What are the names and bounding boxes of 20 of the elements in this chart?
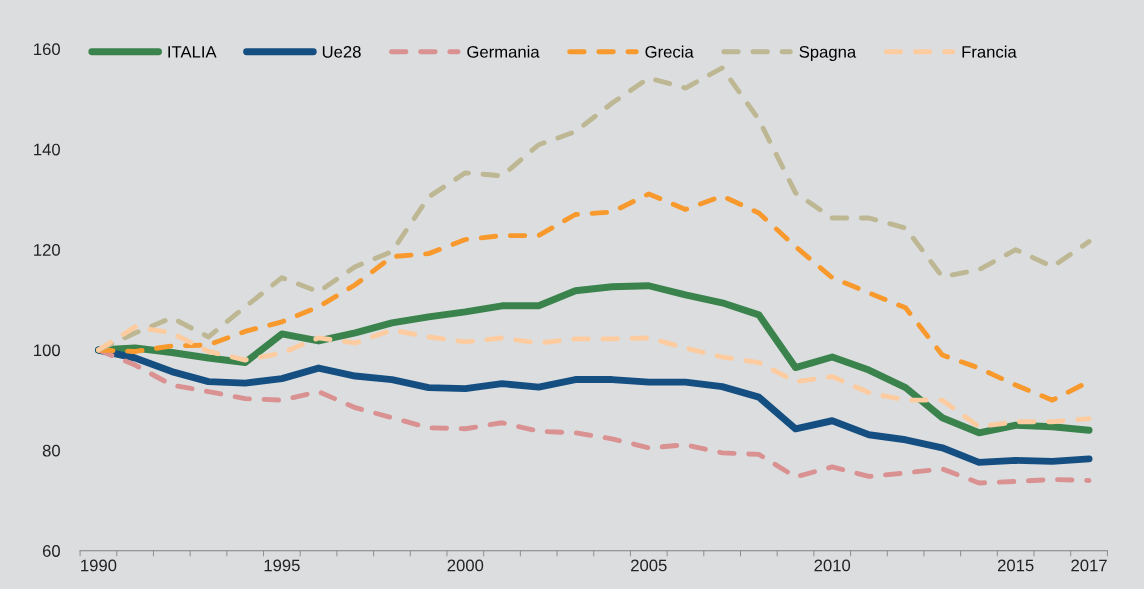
- legend-label: Francia: [962, 45, 1017, 58]
- legend-label: Spagna: [799, 45, 857, 62]
- line-series: [95, 324, 1092, 430]
- legend-label: Ue28: [322, 45, 361, 58]
- x-tick-label: 1995: [264, 559, 300, 572]
- x-tick-label: 1990: [81, 559, 117, 572]
- legend-label: ITALIA: [168, 46, 217, 58]
- x-tick-label: 2010: [814, 559, 851, 572]
- legend-label: Germania: [467, 45, 540, 58]
- y-tick-label: 80: [42, 444, 60, 457]
- y-tick-label: 100: [34, 344, 60, 357]
- x-tick-label: 2017: [1071, 559, 1107, 572]
- y-tick-label: 160: [34, 43, 60, 56]
- y-tick-label: 120: [34, 244, 60, 256]
- x-tick-label: 2000: [447, 559, 484, 572]
- legend-label: Grecia: [645, 45, 694, 58]
- y-tick-label: 140: [34, 143, 60, 156]
- x-tick-label: 2015: [997, 559, 1034, 572]
- y-tick-label: 60: [42, 545, 60, 557]
- x-tick-label: 2005: [631, 559, 667, 572]
